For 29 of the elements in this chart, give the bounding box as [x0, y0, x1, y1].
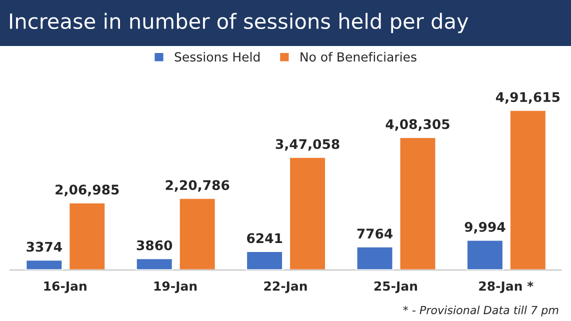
data-label: 7764: [357, 228, 393, 239]
data-label: 3,47,058: [276, 139, 340, 151]
bar: [509, 109, 547, 270]
bar: [135, 258, 174, 270]
legend-label: No of Beneficiaries: [300, 52, 416, 62]
data-label: 3374: [26, 242, 62, 252]
chart-title: Increase in number of sessions held per day: [10, 12, 468, 34]
data-label: 4,91,615: [496, 92, 560, 104]
bar: [398, 136, 437, 270]
x-tick-label: 19-Jan: [154, 281, 197, 294]
legend-label: Sessions Held: [174, 52, 260, 62]
bar: [246, 250, 284, 270]
bar: [68, 202, 106, 270]
data-label: 9,994: [464, 222, 506, 234]
x-tick-label: 22-Jan: [264, 281, 307, 294]
x-tick-label: 25-Jan: [374, 281, 418, 294]
data-label: 2,20,786: [166, 180, 230, 192]
bar: [466, 239, 504, 270]
x-tick-label: 28-Jan *: [479, 281, 534, 294]
data-label: 6241: [247, 233, 282, 244]
data-label: 3860: [136, 240, 172, 250]
bar: [356, 246, 394, 270]
data-label: 2,06,985: [56, 184, 119, 196]
x-tick-label: 16-Jan: [44, 281, 86, 294]
data-label: 4,08,305: [386, 119, 450, 131]
bar: [288, 156, 326, 270]
bar: [25, 259, 64, 270]
bar: [178, 198, 216, 270]
text: * - Provisional Data till 7 pm: [403, 306, 558, 316]
